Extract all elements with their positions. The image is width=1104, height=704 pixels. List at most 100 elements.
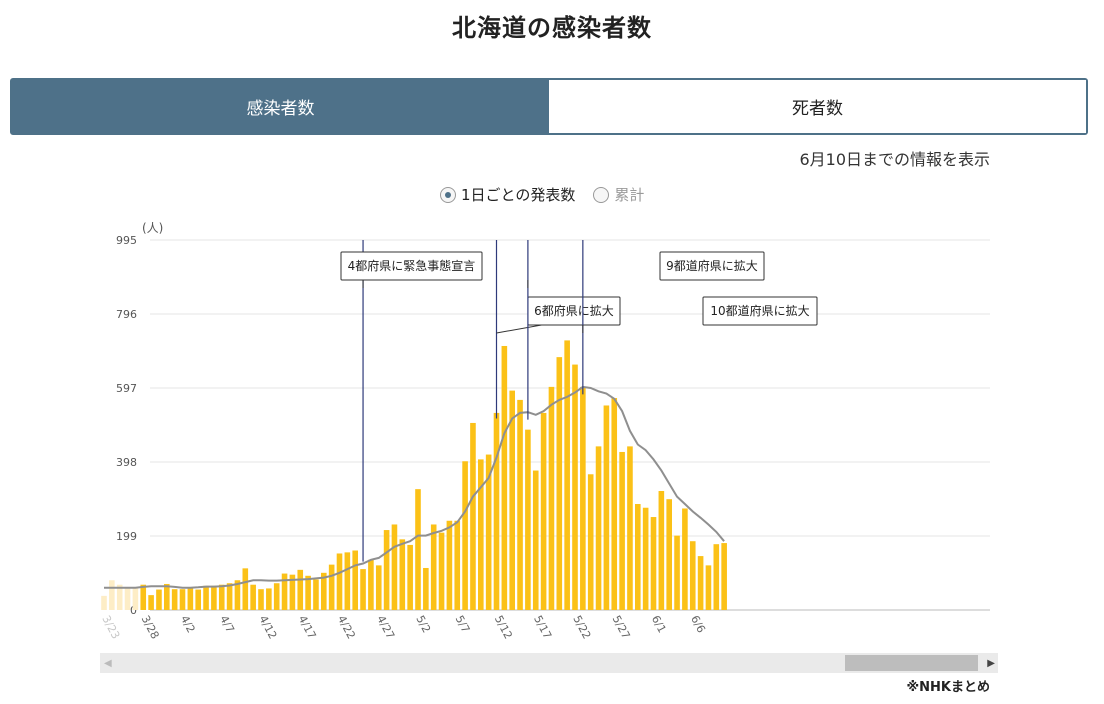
bar bbox=[391, 524, 398, 610]
scrollbar-thumb[interactable] bbox=[845, 655, 978, 671]
bar bbox=[501, 345, 508, 610]
page-title: 北海道の感染者数 bbox=[452, 14, 652, 42]
bar bbox=[187, 588, 194, 610]
bar bbox=[478, 459, 484, 610]
annotation-box bbox=[702, 296, 818, 326]
bar bbox=[697, 556, 704, 610]
bar bbox=[493, 412, 500, 610]
bar bbox=[171, 589, 178, 610]
bar bbox=[313, 579, 319, 610]
annotation-label: 4都府県に緊急事態宣言 bbox=[348, 258, 476, 273]
bar bbox=[226, 583, 233, 610]
bar bbox=[525, 429, 531, 610]
x-tick-label: 4/17 bbox=[296, 613, 319, 641]
bar bbox=[595, 446, 602, 610]
bar bbox=[289, 574, 296, 610]
bar bbox=[415, 489, 421, 610]
scroll-right-arrow-icon[interactable]: ▶ bbox=[987, 658, 995, 669]
bar bbox=[721, 543, 727, 610]
bar bbox=[705, 565, 712, 610]
bar bbox=[148, 595, 154, 610]
x-tick-label: 3/28 bbox=[139, 613, 162, 641]
x-tick-label: 4/12 bbox=[256, 613, 279, 641]
x-tick-label: 4/22 bbox=[335, 613, 358, 641]
bar bbox=[517, 399, 523, 610]
radio-cumulative-label: 累計 bbox=[614, 186, 645, 204]
bar bbox=[156, 589, 162, 610]
x-tick-label: 5/27 bbox=[610, 613, 633, 641]
bar bbox=[336, 553, 343, 610]
bar bbox=[328, 564, 335, 610]
bar bbox=[234, 580, 241, 610]
x-tick-label: 5/2 bbox=[413, 613, 433, 635]
bar bbox=[619, 451, 625, 610]
bar bbox=[650, 517, 657, 610]
annotation-label: 6都府県に拡大 bbox=[534, 303, 614, 318]
annotation-box bbox=[659, 251, 765, 281]
infections-chart: 0 199 398 597 796 995 (人) 3/23 3/28 4/2 4/7 4/12 4/1… bbox=[99, 221, 990, 641]
bar bbox=[666, 499, 672, 610]
source-note: ※NHKまとめ bbox=[906, 680, 990, 695]
bar bbox=[438, 532, 445, 610]
date-note: 6月10日までの情報を表示 bbox=[799, 150, 990, 169]
bar bbox=[344, 552, 351, 610]
radio-selected-icon[interactable] bbox=[440, 186, 456, 203]
bar bbox=[658, 491, 665, 610]
x-tick-label: 4/2 bbox=[178, 613, 198, 635]
bar bbox=[454, 520, 461, 610]
bar bbox=[281, 573, 288, 610]
bar bbox=[124, 586, 131, 610]
x-tick-label: 4/7 bbox=[217, 613, 237, 635]
y-tick-label: 0 bbox=[130, 604, 137, 617]
average-line bbox=[104, 385, 725, 589]
bar bbox=[352, 550, 358, 610]
bar bbox=[360, 569, 366, 610]
tab-deaths[interactable]: 死者数 bbox=[549, 80, 1086, 133]
bar bbox=[218, 584, 225, 610]
bar bbox=[297, 569, 304, 610]
x-tick-label: 5/7 bbox=[453, 613, 473, 635]
y-tick-label: 995 bbox=[116, 234, 137, 247]
bar bbox=[368, 559, 374, 610]
bar bbox=[462, 461, 468, 610]
bar bbox=[273, 583, 280, 610]
bar bbox=[689, 541, 696, 610]
bar bbox=[627, 446, 633, 610]
y-tick-label: 796 bbox=[116, 308, 137, 321]
radio-unselected-icon[interactable] bbox=[593, 186, 610, 203]
bar bbox=[611, 398, 618, 610]
bar bbox=[195, 589, 201, 610]
bar bbox=[132, 588, 139, 610]
bar bbox=[587, 474, 594, 610]
bar bbox=[179, 589, 186, 610]
bar bbox=[580, 386, 586, 610]
bar bbox=[211, 585, 217, 610]
view-mode-radios: 1日ごとの発表数 累計 bbox=[440, 184, 644, 205]
bar bbox=[635, 504, 641, 610]
bar bbox=[423, 567, 429, 610]
tab-infections[interactable]: 感染者数 bbox=[12, 80, 549, 133]
annotation-box bbox=[340, 251, 483, 281]
bar bbox=[116, 584, 123, 610]
bar bbox=[682, 508, 688, 610]
bar bbox=[642, 507, 649, 610]
bar bbox=[485, 454, 492, 610]
radio-daily-label: 1日ごとの発表数 bbox=[461, 186, 576, 204]
bar bbox=[430, 524, 437, 610]
radio-daily[interactable]: 1日ごとの発表数 bbox=[440, 184, 575, 205]
bar bbox=[399, 539, 406, 610]
y-tick-label: 398 bbox=[116, 456, 137, 469]
bar bbox=[548, 386, 555, 610]
bar bbox=[101, 595, 107, 610]
scroll-left-arrow-icon[interactable]: ◀ bbox=[104, 658, 112, 669]
bar bbox=[572, 364, 578, 610]
x-tick-label: 5/22 bbox=[570, 613, 593, 641]
chart-scrollbar[interactable]: ◀ ▶ bbox=[100, 653, 998, 673]
bar bbox=[305, 575, 311, 610]
bar bbox=[564, 340, 570, 610]
y-tick-label: 199 bbox=[116, 530, 137, 543]
bar bbox=[532, 470, 539, 610]
radio-cumulative[interactable]: 累計 bbox=[593, 184, 644, 205]
x-tick-label: 4/27 bbox=[374, 613, 397, 641]
annotation-label: 10都道府県に拡大 bbox=[710, 303, 809, 318]
